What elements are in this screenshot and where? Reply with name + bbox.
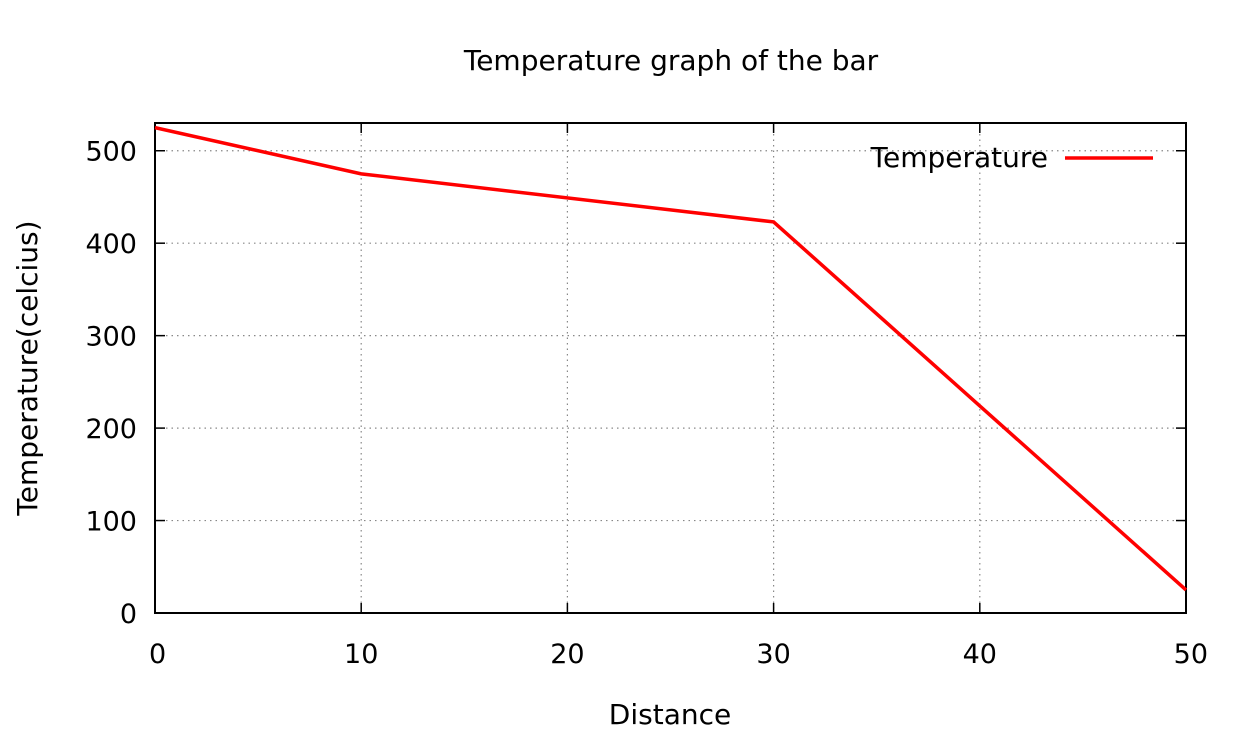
y-tick-label: 100 xyxy=(85,507,137,538)
y-axis-label: Temperature(celcius) xyxy=(11,220,44,516)
chart-title: Temperature graph of the bar xyxy=(463,44,879,77)
legend: Temperature xyxy=(870,141,1153,174)
series-layer xyxy=(154,125,1188,592)
x-tick-label: 40 xyxy=(963,639,997,670)
y-tick-label: 0 xyxy=(120,599,137,630)
y-tick-label: 200 xyxy=(85,414,137,445)
y-tick-label: 500 xyxy=(85,137,137,168)
x-tick-label: 0 xyxy=(149,639,166,670)
y-axis-tick-labels: 0 100 200 300 400 500 xyxy=(85,137,137,630)
x-tick-label: 30 xyxy=(756,639,790,670)
axis-ticks xyxy=(154,123,1187,614)
legend-label-temperature: Temperature xyxy=(870,141,1048,174)
plot-area-border xyxy=(154,122,1187,614)
grid-lines xyxy=(155,123,1186,613)
x-axis-tick-labels: 0 10 20 30 40 50 xyxy=(149,639,1208,670)
x-tick-label: 50 xyxy=(1174,639,1208,670)
x-tick-label: 20 xyxy=(550,639,584,670)
y-tick-label: 300 xyxy=(85,322,137,353)
y-tick-label: 400 xyxy=(85,229,137,260)
x-tick-label: 10 xyxy=(344,639,378,670)
x-axis-label: Distance xyxy=(609,698,731,731)
